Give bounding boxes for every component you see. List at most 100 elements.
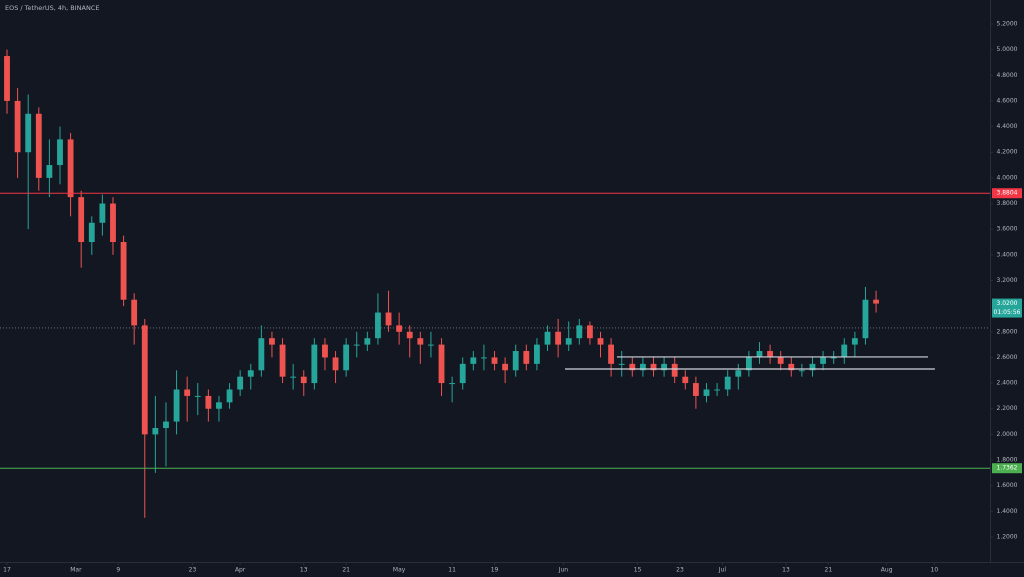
- candle-body: [777, 357, 784, 364]
- candle-body: [417, 338, 424, 345]
- candle-body: [703, 389, 710, 396]
- candle-body: [841, 344, 848, 358]
- candle-body: [247, 370, 254, 377]
- candle-body: [851, 338, 858, 345]
- y-tick-label: 4.4000: [997, 123, 1018, 130]
- candle-body: [78, 197, 85, 243]
- y-tick-label: 2.2000: [997, 405, 1018, 412]
- candle-body: [258, 338, 265, 371]
- price-label: 1.7362: [997, 465, 1018, 472]
- x-tick-label: 15: [634, 567, 642, 574]
- candle-body: [385, 312, 392, 326]
- candle-body: [88, 222, 95, 243]
- candle-body: [502, 363, 509, 371]
- y-tick-label: 1.2000: [997, 533, 1018, 540]
- y-tick-label: 1.8000: [997, 457, 1018, 464]
- candle-body: [322, 344, 328, 358]
- candle-body: [576, 325, 583, 339]
- candle-body: [512, 351, 519, 371]
- candle-body: [745, 357, 752, 371]
- candle-body: [353, 344, 360, 346]
- x-tick-label: 23: [189, 567, 197, 574]
- candle-body: [194, 395, 201, 397]
- x-tick-label: 10: [931, 567, 939, 574]
- x-tick-label: 11: [448, 567, 456, 574]
- candle-body: [205, 395, 212, 409]
- candle-body: [756, 351, 763, 358]
- candle-body: [650, 363, 657, 371]
- x-tick-label: Mar: [70, 567, 82, 574]
- candle-body: [735, 370, 742, 377]
- candle-body: [449, 383, 456, 385]
- candle-body: [523, 351, 530, 364]
- candle-body: [639, 363, 646, 371]
- candle-body: [767, 351, 773, 358]
- candle-body: [35, 113, 42, 178]
- price-label-box: [992, 188, 1022, 199]
- x-tick-label: Apr: [235, 567, 246, 574]
- candle-body: [671, 363, 678, 377]
- candle-body: [141, 325, 148, 435]
- x-tick-label: Aug: [881, 567, 893, 574]
- candle-body: [375, 312, 381, 339]
- candle-body: [724, 376, 731, 390]
- x-tick-label: Jul: [718, 567, 727, 574]
- candle-body: [269, 338, 275, 345]
- x-tick-label: 13: [782, 567, 790, 574]
- y-tick-label: 3.2000: [997, 277, 1018, 284]
- y-tick-label: 2.6000: [997, 354, 1018, 361]
- candle-body: [216, 402, 222, 409]
- y-tick-label: 2.0000: [997, 431, 1018, 438]
- candle-body: [300, 376, 307, 384]
- candle-body: [788, 363, 795, 371]
- candle-body: [279, 344, 286, 377]
- candle-body: [544, 331, 551, 345]
- candle-body: [46, 165, 53, 178]
- candle-body: [406, 331, 413, 339]
- candle-body: [120, 242, 127, 300]
- candle-body: [173, 389, 180, 422]
- candle-body: [364, 338, 371, 345]
- candle-body: [311, 344, 318, 384]
- candle-body: [163, 421, 169, 428]
- current-price-box: [992, 298, 1022, 318]
- candle-body: [534, 344, 540, 364]
- candle-body: [830, 357, 837, 359]
- x-tick-label: May: [393, 567, 406, 574]
- candle-body: [714, 389, 721, 391]
- x-tick-label: 21: [342, 567, 350, 574]
- candle-body: [131, 299, 138, 326]
- candle-body: [661, 363, 668, 371]
- x-tick-label: Jun: [558, 567, 569, 574]
- candle-body: [692, 383, 699, 396]
- candle-body: [481, 357, 487, 359]
- candle-body: [226, 389, 233, 403]
- candle-body: [459, 363, 466, 384]
- candle-body: [57, 139, 63, 166]
- y-tick-label: 5.0000: [997, 46, 1018, 53]
- candle-body: [618, 363, 625, 365]
- candle-body: [67, 139, 74, 198]
- candle-body: [820, 357, 826, 364]
- y-tick-label: 3.6000: [997, 226, 1018, 233]
- x-tick-label: 23: [676, 567, 684, 574]
- candle-body: [873, 299, 879, 304]
- current-price-label: 3.0200: [997, 300, 1018, 307]
- y-tick-label: 4.2000: [997, 149, 1018, 156]
- candle-body: [491, 357, 498, 364]
- y-tick-label: 2.4000: [997, 380, 1018, 387]
- x-tick-label: 9: [116, 567, 120, 574]
- y-tick-label: 3.8000: [997, 200, 1018, 207]
- price-label-box: [992, 463, 1022, 474]
- candle-body: [470, 357, 477, 364]
- y-tick-label: 2.8000: [997, 328, 1018, 335]
- x-tick-label: 19: [491, 567, 499, 574]
- x-tick-label: 17: [3, 567, 11, 574]
- y-tick-label: 4.8000: [997, 72, 1018, 79]
- candle-body: [25, 113, 32, 153]
- y-tick-label: 4.0000: [997, 174, 1018, 181]
- candle-body: [586, 325, 593, 339]
- candle-body: [99, 203, 106, 223]
